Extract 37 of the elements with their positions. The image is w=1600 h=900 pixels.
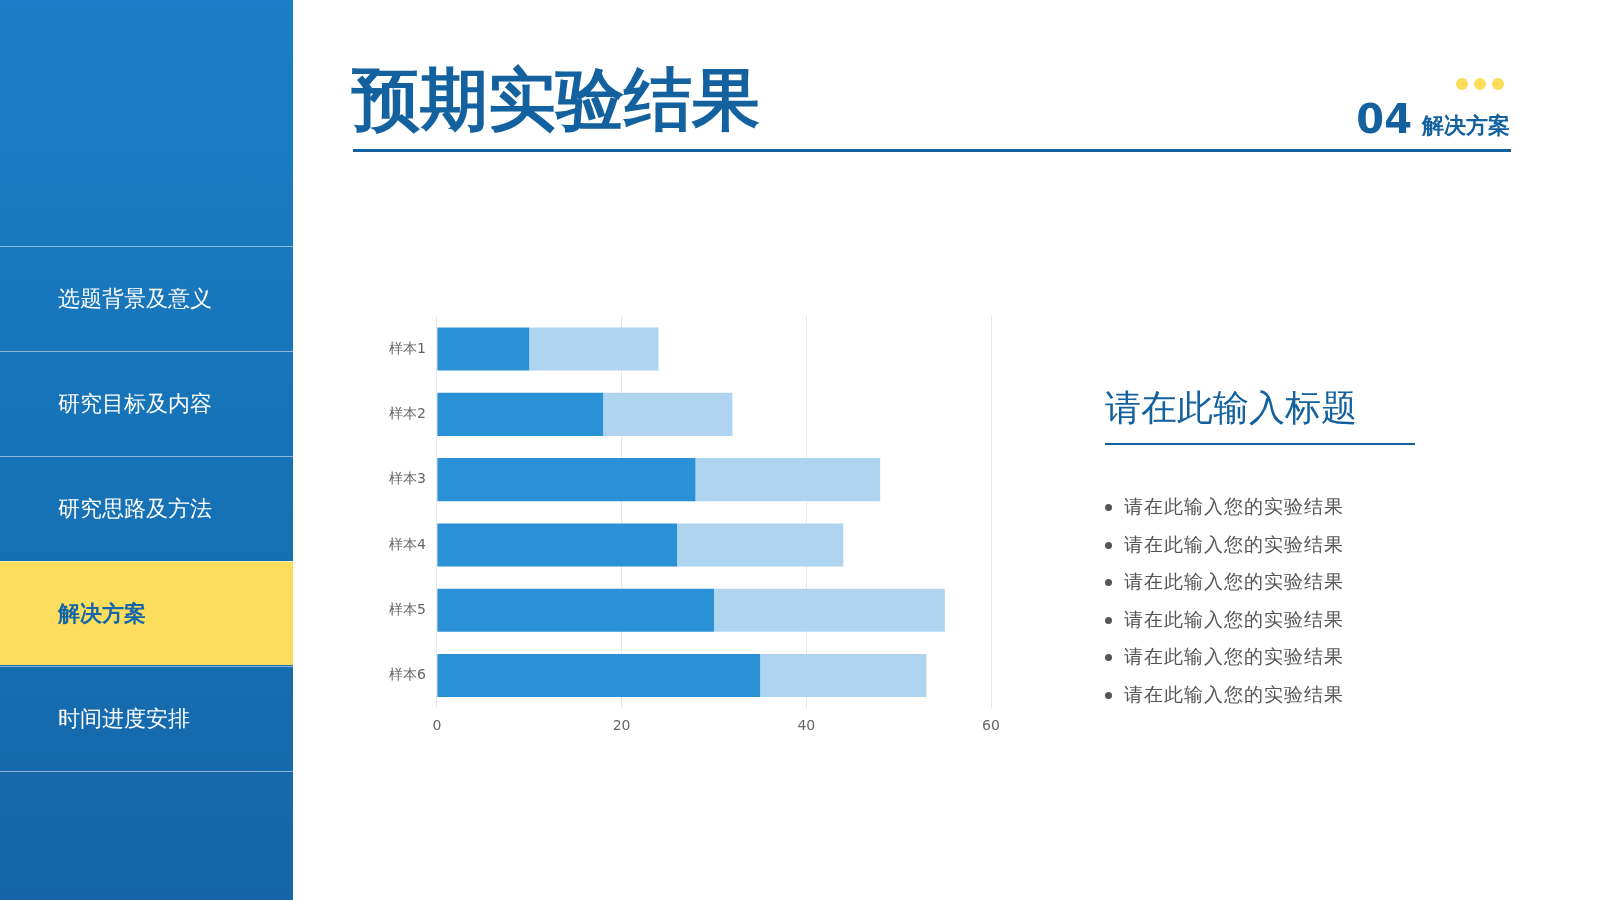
bar	[437, 588, 714, 632]
text: 请在此输入您的实验结果	[1123, 681, 1344, 707]
text: 请在此输入您的实验结果	[1123, 606, 1344, 632]
text: 请在此输入标题	[1105, 384, 1415, 445]
text: 请在此输入您的实验结果	[1123, 531, 1344, 557]
x-tick-label: 60	[982, 717, 1000, 734]
text: 请在此输入您的实验结果	[1123, 569, 1344, 594]
y-tick-label: 样本5	[388, 600, 426, 617]
text: 研究思路及方法	[0, 456, 293, 560]
x-tick-label: 0	[432, 717, 442, 734]
text: 04	[1356, 96, 1412, 142]
bar	[437, 327, 530, 371]
y-tick-label: 样本3	[388, 470, 426, 487]
bar	[713, 588, 945, 632]
text: 选题背景及意义	[0, 246, 293, 350]
bar	[437, 458, 696, 502]
y-tick-label: 样本4	[388, 535, 426, 552]
x-tick-label: 40	[797, 717, 816, 734]
text: 解决方案	[0, 561, 293, 665]
bar	[529, 327, 659, 371]
bar	[695, 458, 881, 502]
bar	[437, 654, 761, 698]
text: 请在此输入您的实验结果	[1123, 644, 1344, 669]
bar	[437, 523, 678, 567]
y-tick-label: 样本2	[388, 404, 426, 421]
chart-title: 预期实验结果	[352, 59, 760, 141]
bar	[760, 654, 927, 698]
text: 研究目标及内容	[0, 351, 293, 455]
bar	[677, 523, 844, 567]
text: 时间进度安排	[0, 666, 293, 770]
bar	[603, 392, 733, 436]
x-tick-label: 20	[612, 717, 631, 734]
text: 解决方案	[1422, 112, 1510, 140]
y-tick-label: 样本6	[388, 666, 426, 683]
bar	[437, 392, 604, 436]
text: 请在此输入您的实验结果	[1123, 494, 1344, 519]
y-tick-label: 样本1	[388, 339, 426, 356]
